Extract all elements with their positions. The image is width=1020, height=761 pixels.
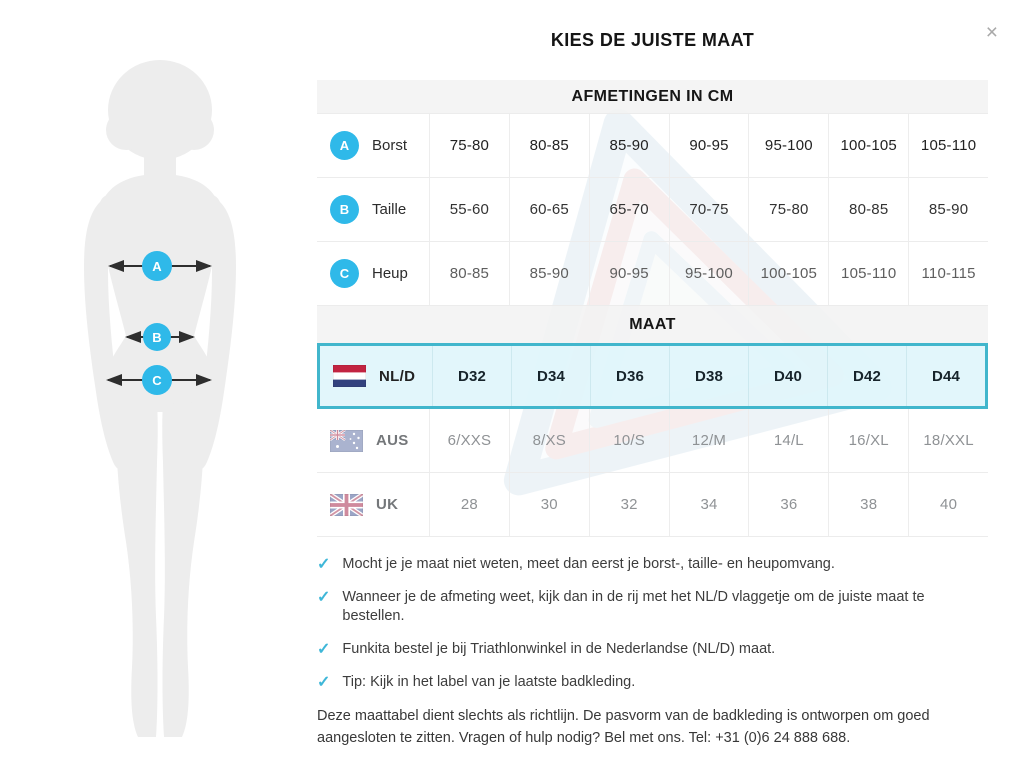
note-text: Tip: Kijk in het label van je laatste ba… (342, 674, 636, 690)
table-cell: 80-85 (508, 114, 589, 177)
size-chart-content: AFMETINGEN IN CM A Borst 75-80 80-85 85-… (317, 80, 988, 750)
table-cell: D42 (827, 346, 906, 406)
table-cell: 38 (828, 473, 908, 536)
table-cell: 80-85 (429, 242, 509, 305)
table-cell: 40 (908, 473, 988, 536)
list-item: ✓ Mocht je je maat niet weten, meet dan … (317, 555, 988, 574)
check-icon: ✓ (317, 589, 331, 606)
table-cell: 90-95 (588, 242, 669, 305)
page-title: KIES DE JUISTE MAAT (550, 30, 755, 50)
table-cell: 14/L (748, 409, 828, 472)
table-cell: 60-65 (508, 178, 589, 241)
table-row-heup: C Heup 80-85 85-90 90-95 95-100 100-105 … (317, 242, 988, 306)
table-cell: 70-75 (668, 178, 749, 241)
table-cell: D38 (669, 346, 748, 406)
size-system-label: NL/D (379, 367, 416, 385)
note-text: Wanneer je de afmeting weet, kijk dan in… (342, 589, 925, 624)
table-cell: 105-110 (828, 242, 908, 305)
table-cell: 95-100 (668, 242, 749, 305)
size-row-nld-highlighted: NL/D D32 D34 D36 D38 D40 D42 D44 (317, 343, 988, 409)
table-cell: 12/M (668, 409, 749, 472)
netherlands-flag-icon (333, 365, 366, 387)
size-row-aus: AUS 6/XXS 8/XS 10/S 12/M 14/L 16/XL 18/X… (317, 409, 988, 473)
marker-c-icon: C (330, 259, 359, 288)
table-cell: 85-90 (508, 242, 589, 305)
table-cell: 90-95 (668, 114, 749, 177)
measurement-label: Heup (372, 265, 408, 282)
table-cell: 28 (429, 473, 509, 536)
row-label-aus: AUS (317, 409, 429, 472)
note-text: Mocht je je maat niet weten, meet dan ee… (342, 556, 835, 572)
table-cell: D44 (906, 346, 985, 406)
table-cell: 55-60 (429, 178, 509, 241)
table-row-borst: A Borst 75-80 80-85 85-90 90-95 95-100 1… (317, 114, 988, 178)
table-cell: 8/XS (508, 409, 589, 472)
disclaimer-text: Deze maattabel dient slechts als richtli… (317, 708, 930, 746)
table-cell: D34 (511, 346, 590, 406)
figure-markers: A B C (142, 251, 172, 395)
table-cell: 18/XXL (908, 409, 988, 472)
table-cell: D40 (748, 346, 827, 406)
table-cell: D32 (432, 346, 511, 406)
figure-marker-b: B (152, 330, 161, 345)
size-row-uk: UK 28 30 32 34 36 38 40 (317, 473, 988, 537)
check-icon: ✓ (317, 556, 331, 573)
check-icon: ✓ (317, 641, 331, 658)
body-silhouette-icon: A B C (84, 60, 236, 737)
row-label-nld: NL/D (320, 346, 432, 406)
table-cell: 100-105 (748, 242, 828, 305)
table-cell: 95-100 (748, 114, 828, 177)
table-cell: 80-85 (828, 178, 908, 241)
measurement-label: Taille (372, 201, 407, 218)
marker-a-icon: A (330, 131, 359, 160)
figure-marker-c: C (152, 373, 162, 388)
table-cell: 6/XXS (429, 409, 509, 472)
table-cell: 36 (748, 473, 828, 536)
table-cell: 10/S (588, 409, 669, 472)
table-cell: 110-115 (908, 242, 988, 305)
body-measurement-figure: A B C (40, 52, 280, 757)
measurements-header: AFMETINGEN IN CM (317, 80, 988, 113)
size-system-label: AUS (376, 432, 409, 449)
figure-marker-a: A (152, 259, 162, 274)
list-item: ✓ Wanneer je de afmeting weet, kijk dan … (317, 588, 988, 626)
close-icon[interactable]: × (985, 21, 998, 44)
table-row-taille: B Taille 55-60 60-65 65-70 70-75 75-80 8… (317, 178, 988, 242)
size-header: MAAT (317, 306, 988, 343)
table-cell: 30 (508, 473, 589, 536)
list-item: ✓ Tip: Kijk in het label van je laatste … (317, 673, 988, 692)
table-cell: 32 (588, 473, 669, 536)
row-label-taille: B Taille (317, 178, 429, 241)
size-system-label: UK (376, 496, 399, 513)
table-cell: 105-110 (908, 114, 988, 177)
check-icon: ✓ (317, 674, 331, 691)
table-cell: 100-105 (828, 114, 908, 177)
list-item: ✓ Funkita bestel je bij Triathlonwinkel … (317, 640, 988, 659)
table-cell: 34 (668, 473, 749, 536)
table-cell: 75-80 (748, 178, 828, 241)
measurements-table: A Borst 75-80 80-85 85-90 90-95 95-100 1… (317, 113, 988, 306)
table-cell: 75-80 (429, 114, 509, 177)
row-label-borst: A Borst (317, 114, 429, 177)
table-cell: 16/XL (828, 409, 908, 472)
note-text: Funkita bestel je bij Triathlonwinkel in… (342, 641, 776, 657)
notes-list: ✓ Mocht je je maat niet weten, meet dan … (317, 555, 988, 692)
australia-flag-icon (330, 429, 363, 452)
table-cell: 85-90 (908, 178, 988, 241)
row-label-heup: C Heup (317, 242, 429, 305)
table-cell: D36 (590, 346, 669, 406)
uk-flag-icon (330, 493, 363, 516)
table-cell: 65-70 (588, 178, 669, 241)
table-cell: 85-90 (588, 114, 669, 177)
measurement-label: Borst (372, 137, 408, 154)
row-label-uk: UK (317, 473, 429, 536)
marker-b-icon: B (330, 195, 359, 224)
